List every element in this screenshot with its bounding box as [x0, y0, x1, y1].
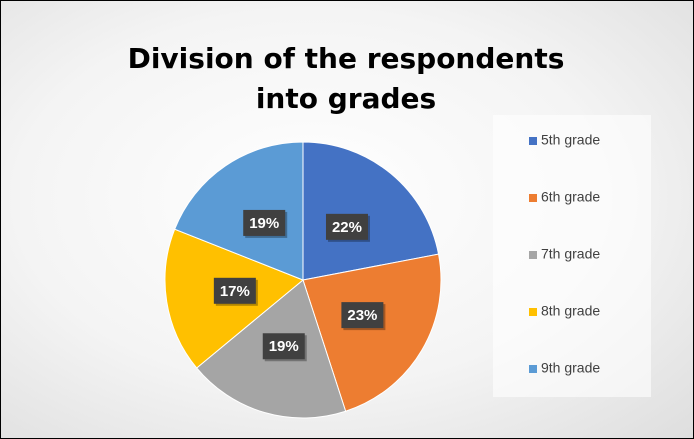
data-label-box — [325, 213, 368, 240]
data-label: 19% — [269, 338, 299, 355]
legend-label: 8th grade — [541, 303, 600, 319]
legend-box — [493, 115, 651, 397]
data-label-box — [262, 333, 305, 360]
legend-label: 9th grade — [541, 360, 600, 376]
data-label: 23% — [347, 307, 377, 324]
data-label-box — [213, 277, 256, 304]
legend-swatch — [529, 194, 537, 202]
chart-title: Division of the respondents into grades — [127, 42, 565, 115]
pie-slice — [302, 253, 442, 412]
data-label: 17% — [220, 283, 250, 300]
pie-slice — [174, 141, 304, 281]
legend-swatch — [529, 365, 537, 373]
data-label-box — [243, 209, 286, 236]
legend-swatch — [529, 251, 537, 259]
data-label: 19% — [249, 215, 279, 232]
legend-label: 6th grade — [541, 189, 600, 205]
legend-swatch — [529, 137, 537, 145]
data-label: 22% — [332, 219, 362, 236]
legend-label: 7th grade — [541, 246, 600, 262]
pie-slice — [302, 141, 440, 281]
legend-swatch — [529, 308, 537, 316]
data-label-box — [341, 302, 384, 329]
legend-label: 5th grade — [541, 132, 600, 148]
